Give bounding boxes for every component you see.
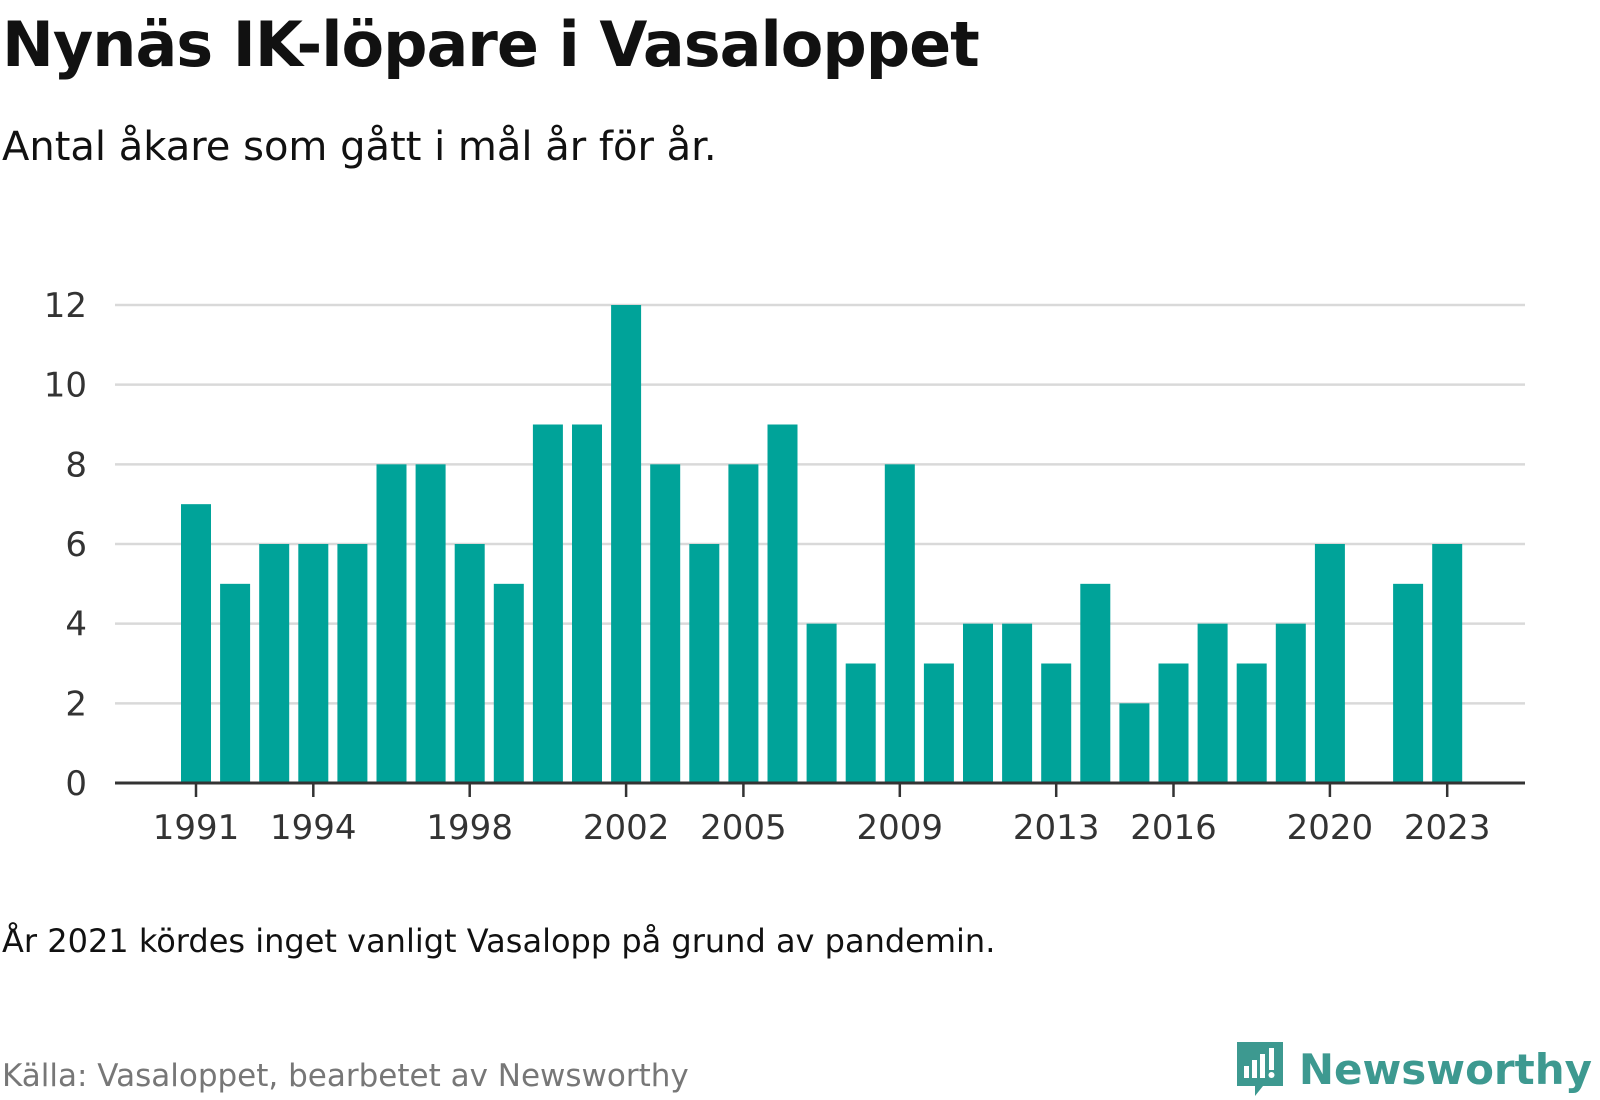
chart-title: Nynäs IK-löpare i Vasaloppet (2, 8, 980, 81)
chart-subtitle: Antal åkare som gått i mål år för år. (2, 124, 717, 170)
bar-1998 (454, 544, 485, 783)
bar-1994 (298, 544, 329, 783)
bar-1999 (493, 583, 524, 783)
bar-2008 (845, 663, 876, 783)
bar-chart: 0 2 4 6 8 10 12 1991 1994 1998 2002 2005 2009 2013 20… (44, 286, 1525, 848)
y-tick-label: 8 (65, 445, 87, 485)
bar-2016 (1158, 663, 1189, 783)
bar-2005 (728, 464, 759, 783)
bar-2012 (1002, 623, 1033, 783)
bar-2013 (1041, 663, 1072, 783)
x-tick-label: 1994 (270, 808, 357, 848)
y-tick-label: 12 (44, 286, 87, 326)
bar-2006 (767, 424, 798, 783)
bar-2023 (1432, 544, 1463, 783)
bar-1996 (376, 464, 407, 783)
bar-1993 (259, 544, 290, 783)
bar-2011 (963, 623, 993, 783)
bar-2003 (650, 464, 681, 783)
bar-2002 (611, 305, 642, 783)
bar-2017 (1197, 623, 1228, 783)
x-tick-label: 1998 (426, 808, 513, 848)
bars (181, 305, 1463, 783)
newsworthy-logo-icon (1236, 1042, 1283, 1096)
x-tick-label: 2005 (700, 808, 787, 848)
x-axis-labels: 1991 1994 1998 2002 2005 2009 2013 2016 2020 2023 (153, 808, 1491, 848)
x-tick-label: 2002 (583, 808, 670, 848)
y-tick-label: 4 (65, 605, 87, 645)
y-tick-label: 0 (65, 764, 87, 804)
bar-2004 (689, 544, 720, 783)
bar-2001 (572, 424, 602, 783)
bar-2019 (1275, 623, 1306, 783)
x-tick-label: 2013 (1013, 808, 1100, 848)
bar-2022 (1393, 583, 1424, 783)
bar-2009 (884, 464, 915, 783)
y-tick-label: 6 (65, 525, 87, 565)
source-credit: Källa: Vasaloppet, bearbetet av Newswort… (2, 1058, 689, 1094)
brand-name: Newsworthy (1298, 1044, 1592, 1094)
chart-note: År 2021 kördes inget vanligt Vasalopp på… (2, 922, 996, 960)
x-axis (115, 781, 1525, 797)
bar-1997 (415, 464, 446, 783)
bar-2018 (1236, 663, 1267, 783)
y-axis-labels: 0 2 4 6 8 10 12 (44, 286, 87, 804)
bar-1995 (337, 544, 368, 783)
x-tick-label: 2020 (1287, 808, 1374, 848)
x-tick-label: 2023 (1404, 808, 1491, 848)
brand-logo[interactable]: Newsworthy (1235, 1040, 1592, 1098)
y-tick-label: 2 (65, 684, 87, 724)
bar-2014 (1080, 583, 1111, 783)
x-tick-label: 2009 (857, 808, 944, 848)
bar-2000 (532, 424, 563, 783)
bar-1992 (220, 583, 251, 783)
x-tick-label: 1991 (153, 808, 240, 848)
bar-2020 (1314, 544, 1345, 783)
bar-2010 (923, 663, 954, 783)
bar-2007 (806, 623, 837, 783)
bar-1991 (181, 504, 211, 783)
y-tick-label: 10 (44, 366, 87, 406)
x-tick-label: 2016 (1130, 808, 1217, 848)
bar-2015 (1119, 703, 1150, 783)
